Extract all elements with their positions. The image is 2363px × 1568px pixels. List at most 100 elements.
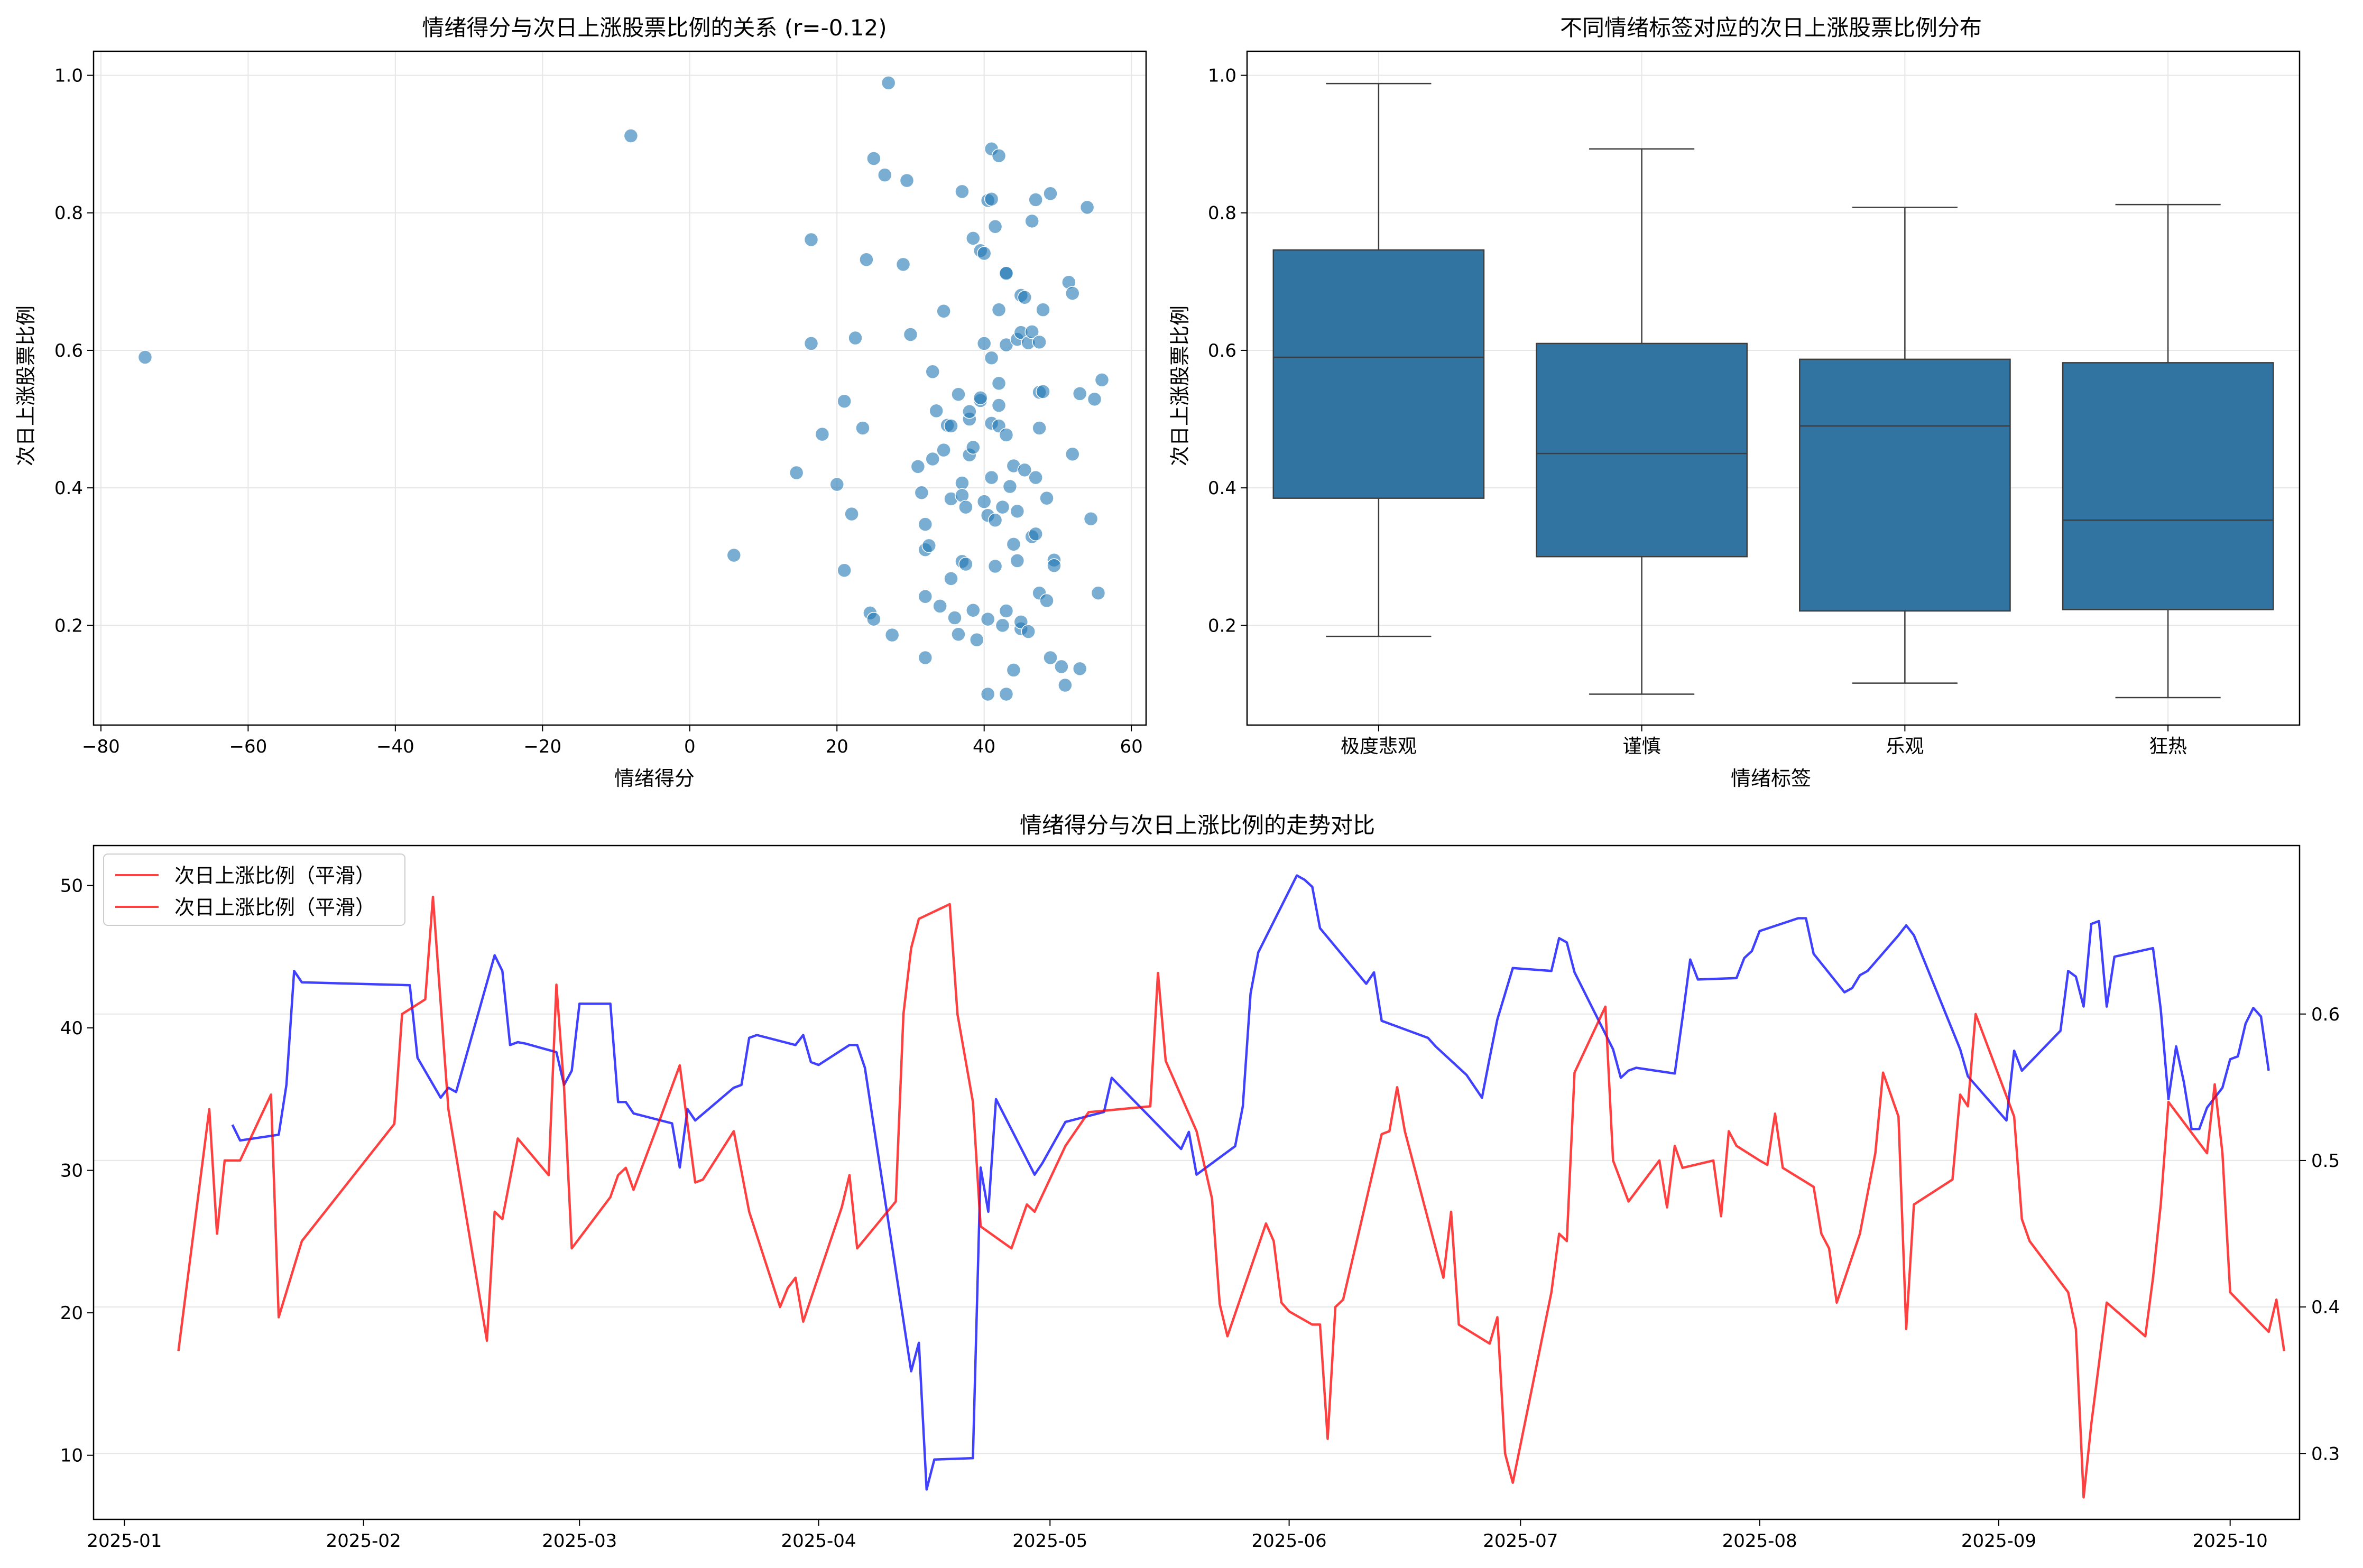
scatter-point (1002, 479, 1018, 494)
scatter-point (936, 442, 951, 458)
scatter-point (1032, 335, 1047, 350)
scatter-x-tick-label: 20 (826, 736, 848, 757)
scatter-panel: 情绪得分与次日上涨股票比例的关系 (r=-0.12) 情绪得分 次日上涨股票比例… (14, 15, 1147, 790)
scatter-point (987, 513, 1003, 528)
scatter-point (991, 302, 1007, 317)
scatter-point (623, 128, 639, 143)
scatter-point (1043, 650, 1058, 665)
scatter-point (999, 428, 1014, 442)
scatter-ticks: −80 −60 −40 −20 0 20 40 60 0.2 0.4 0.6 0.8 1.0 (54, 66, 1143, 757)
scatter-point (951, 387, 966, 402)
scatter-point (1010, 504, 1025, 519)
scatter-point (1054, 659, 1069, 674)
scatter-point (1065, 286, 1080, 301)
scatter-point (1036, 384, 1050, 399)
scatter-x-tick-label: −20 (523, 736, 561, 757)
scatter-point (1028, 192, 1043, 207)
sentiment-score-line (231, 874, 2270, 1491)
scatter-point (877, 168, 892, 182)
scatter-point (999, 266, 1014, 281)
scatter-point (1072, 661, 1087, 676)
boxplot-plot-frame (1246, 50, 2301, 726)
boxplot-panel: 不同情绪标签对应的次日上涨股票比例分布 情绪标签 次日上涨股票比例 0.2 0.4… (1168, 15, 2301, 790)
scatter-point (991, 149, 1007, 163)
scatter-point (944, 419, 958, 433)
scatter-point (910, 459, 926, 474)
scatter-x-tick-label: 40 (973, 736, 995, 757)
scatter-point (804, 336, 819, 351)
scatter-points (137, 76, 1110, 702)
trend-title: 情绪得分与次日上涨比例的走势对比 (1020, 812, 1375, 838)
scatter-point (829, 477, 844, 492)
scatter-point (815, 426, 830, 442)
scatter-point (947, 610, 962, 625)
scatter-point (1043, 186, 1058, 201)
scatter-point (844, 506, 859, 522)
scatter-point (884, 627, 900, 643)
scatter-y-tick-label: 0.8 (54, 203, 83, 224)
scatter-x-tick-label: −80 (82, 736, 120, 757)
trend-lines (177, 874, 2286, 1499)
scatter-point (955, 476, 970, 490)
legend-box (103, 853, 405, 926)
scatter-point (991, 398, 1007, 413)
scatter-point (1021, 624, 1036, 639)
scatter-point (1036, 302, 1050, 317)
scatter-y-axis-label: 次日上涨股票比例 (14, 305, 38, 466)
scatter-point (984, 470, 999, 485)
scatter-point (918, 650, 933, 665)
scatter-point (962, 404, 977, 419)
scatter-point (918, 589, 933, 604)
trend-right-y-tick-label: 0.4 (2311, 1297, 2340, 1318)
boxplot-category-label: 乐观 (1886, 736, 1924, 757)
scatter-point (1024, 214, 1039, 229)
scatter-point (929, 403, 944, 419)
scatter-point (966, 231, 981, 246)
boxplot-category-label: 谨慎 (1623, 736, 1661, 757)
scatter-point (933, 599, 947, 614)
scatter-point (995, 499, 1010, 515)
scatter-point (1091, 586, 1106, 600)
boxplot-boxes (1272, 82, 2274, 699)
scatter-point (925, 364, 940, 379)
trend-x-tick-label: 2025-04 (781, 1530, 856, 1552)
boxplot-y-axis-label: 次日上涨股票比例 (1168, 305, 1192, 466)
legend-label-2: 次日上涨比例（平滑） (174, 896, 375, 919)
scatter-point (1028, 526, 1043, 542)
legend-label-1: 次日上涨比例（平滑） (174, 864, 375, 887)
trend-x-tick-label: 2025-09 (1961, 1530, 2036, 1552)
scatter-point (951, 627, 966, 642)
scatter-point (914, 485, 929, 500)
scatter-point (804, 232, 819, 247)
scatter-point (966, 602, 981, 618)
scatter-point (976, 336, 992, 351)
scatter-point (896, 257, 911, 272)
scatter-y-tick-label: 0.2 (54, 615, 83, 636)
scatter-point (984, 191, 999, 207)
scatter-point (1079, 200, 1095, 215)
scatter-point (918, 517, 933, 532)
boxplot-y-tick-label: 0.4 (1208, 478, 1236, 499)
scatter-x-axis-label: 情绪得分 (614, 767, 695, 790)
scatter-point (1017, 462, 1032, 478)
scatter-point (976, 494, 992, 509)
scatter-point (866, 151, 881, 166)
scatter-point (837, 394, 852, 409)
trend-right-y-tick-label: 0.6 (2311, 1004, 2340, 1025)
scatter-point (1094, 373, 1110, 387)
scatter-point (1087, 392, 1102, 407)
scatter-y-tick-label: 0.6 (54, 340, 83, 361)
scatter-point (881, 76, 896, 90)
scatter-point (1072, 386, 1087, 401)
scatter-y-tick-label: 1.0 (54, 66, 83, 87)
trend-grid (94, 1013, 2300, 1454)
scatter-point (1039, 490, 1054, 506)
trend-left-y-tick-label: 10 (60, 1445, 83, 1467)
scatter-point (137, 350, 153, 365)
boxplot-y-tick-label: 1.0 (1208, 66, 1236, 87)
scatter-point (980, 611, 995, 627)
boxplot-x-axis-label: 情绪标签 (1731, 767, 1811, 790)
scatter-point (936, 304, 951, 319)
scatter-point (789, 465, 804, 480)
